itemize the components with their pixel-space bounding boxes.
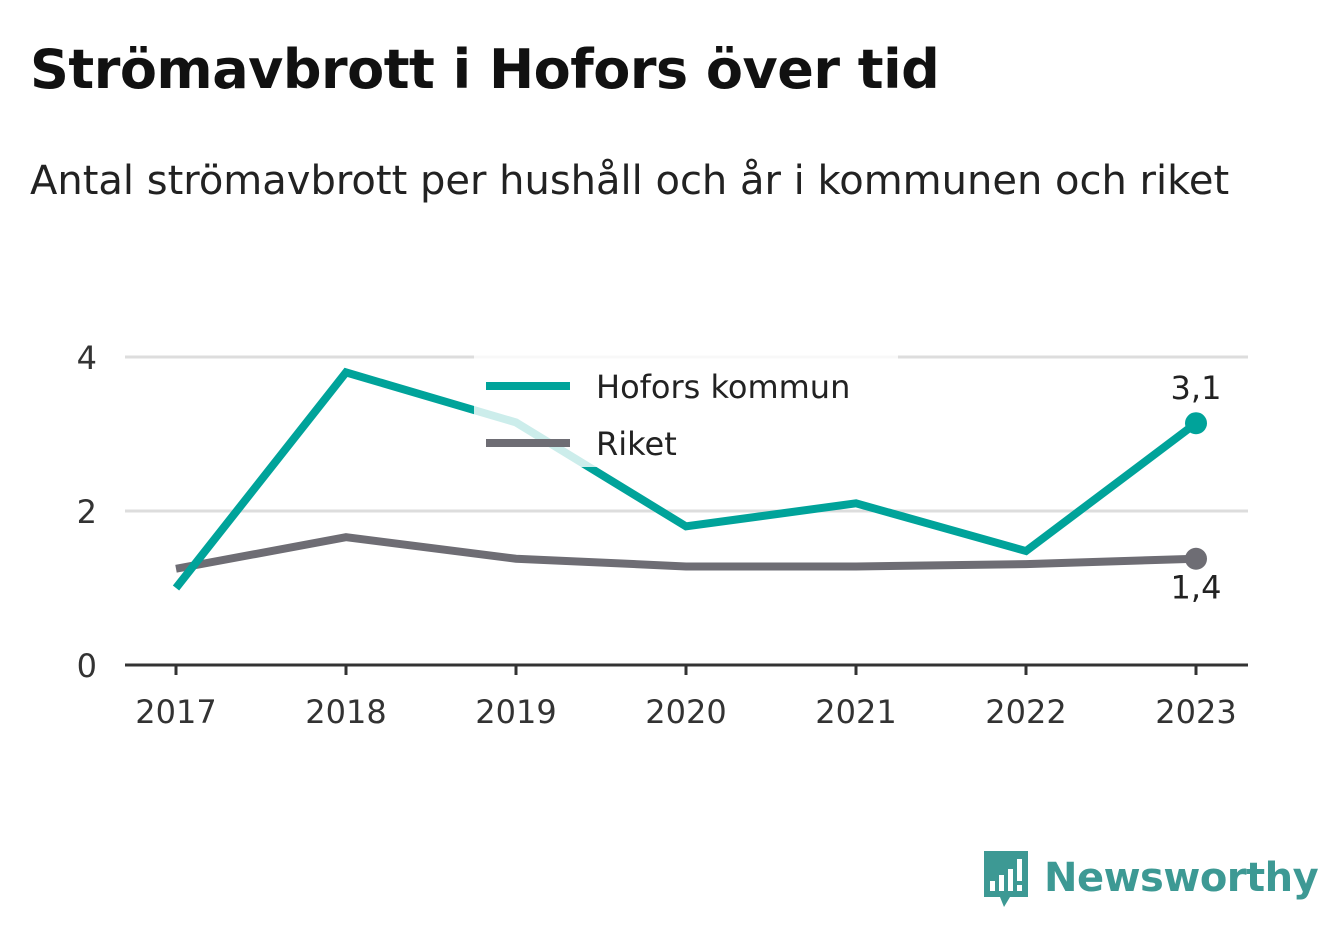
chart-title: Strömavbrott i Hofors över tid <box>30 38 940 101</box>
legend-label: Hofors kommun <box>596 368 850 406</box>
brand-name: Newsworthy <box>1044 855 1319 901</box>
end-labels: 3,1 1,4 <box>1171 369 1222 607</box>
x-tick-label: 2019 <box>475 693 556 731</box>
x-tick-label: 2020 <box>645 693 726 731</box>
y-tick-label: 0 <box>77 647 97 685</box>
x-tick-label: 2023 <box>1155 693 1236 731</box>
x-tick-label: 2022 <box>985 693 1066 731</box>
bar-chart-speech-bubble-icon <box>984 851 1028 907</box>
y-tick-label: 4 <box>77 339 97 377</box>
series-line-riket <box>175 533 1197 573</box>
x-axis-ticks: 2017 2018 2019 2020 2021 2022 2023 <box>135 665 1237 731</box>
x-tick-label: 2017 <box>135 693 216 731</box>
x-tick-label: 2018 <box>305 693 386 731</box>
legend-background <box>474 355 898 467</box>
y-axis-ticks: 0 2 4 <box>77 339 97 685</box>
y-tick-label: 2 <box>77 493 97 531</box>
end-point-hofors-kommun <box>1185 412 1207 435</box>
series-lines <box>172 367 1207 591</box>
legend: Hofors kommun Riket <box>474 355 898 467</box>
end-point-riket <box>1185 547 1207 570</box>
series-line-hofors-kommun <box>172 367 1199 591</box>
newsworthy-logo: Newsworthy <box>980 846 1319 910</box>
chart-subtitle: Antal strömavbrott per hushåll och år i … <box>30 158 1230 204</box>
legend-label: Riket <box>596 425 677 463</box>
end-value-label: 3,1 <box>1171 369 1222 407</box>
end-value-label: 1,4 <box>1171 569 1222 607</box>
x-tick-label: 2021 <box>815 693 896 731</box>
